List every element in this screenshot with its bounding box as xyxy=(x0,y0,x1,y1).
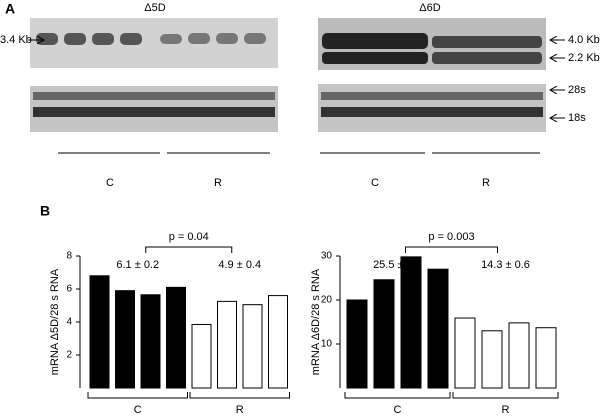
y-tick-label: 20 xyxy=(321,295,333,306)
p-value: p = 0.003 xyxy=(428,231,474,243)
bar xyxy=(508,322,530,389)
group-bracket xyxy=(452,392,559,399)
band-label: 28s xyxy=(568,84,586,96)
blot xyxy=(318,18,546,132)
group-label: R xyxy=(214,177,222,189)
bar xyxy=(191,323,212,389)
bar xyxy=(400,256,422,389)
group-bracket xyxy=(189,392,290,399)
bar xyxy=(166,286,186,389)
group-mean: 6.1 ± 0.2 xyxy=(116,259,159,271)
significance-bracket xyxy=(405,246,498,253)
group-bracket xyxy=(87,392,188,399)
blot-title: Δ5D xyxy=(144,2,165,14)
bar xyxy=(242,304,263,389)
band-label: 18s xyxy=(568,112,586,124)
band-label: 2.2 Kb xyxy=(568,52,600,64)
y-tick-label: 8 xyxy=(66,251,72,262)
group-label: R xyxy=(482,177,490,189)
group-label: C xyxy=(371,177,379,189)
significance-bracket xyxy=(145,246,233,253)
panel-label: B xyxy=(40,203,50,219)
band-label: 3.4 Kb xyxy=(0,34,32,46)
y-axis-label: mRNA Δ5D/28 s RNA xyxy=(49,268,61,375)
bar xyxy=(454,317,476,389)
bar xyxy=(115,290,135,389)
group-bracket xyxy=(344,392,451,399)
group-mean: 14.3 ± 0.6 xyxy=(481,259,530,271)
bar xyxy=(89,275,110,389)
group-label: C xyxy=(394,404,402,416)
y-tick-label: 6 xyxy=(66,284,72,295)
y-tick-label: 4 xyxy=(66,317,72,328)
group-label: C xyxy=(134,404,142,416)
bar xyxy=(140,294,161,389)
bar xyxy=(535,327,557,389)
bar xyxy=(346,299,368,389)
panel-label: A xyxy=(5,1,15,17)
bar xyxy=(268,295,288,389)
bar xyxy=(217,300,237,389)
blot-title: Δ6D xyxy=(419,2,440,14)
y-tick-label: 10 xyxy=(321,339,333,350)
bar xyxy=(481,330,503,389)
y-tick-label: 30 xyxy=(321,251,333,262)
group-label: R xyxy=(502,404,510,416)
p-value: p = 0.04 xyxy=(169,231,209,243)
band-label: 4.0 Kb xyxy=(568,34,600,46)
group-label: C xyxy=(106,177,114,189)
bar xyxy=(373,279,395,389)
group-label: R xyxy=(236,404,244,416)
blot xyxy=(30,18,278,132)
group-mean: 25.5 ± 2.2 xyxy=(373,259,422,271)
group-mean: 4.9 ± 0.4 xyxy=(218,259,261,271)
y-axis-label: mRNA Δ6D/28 s RNA xyxy=(310,268,322,375)
bar xyxy=(427,268,449,389)
y-tick-label: 2 xyxy=(66,350,72,361)
